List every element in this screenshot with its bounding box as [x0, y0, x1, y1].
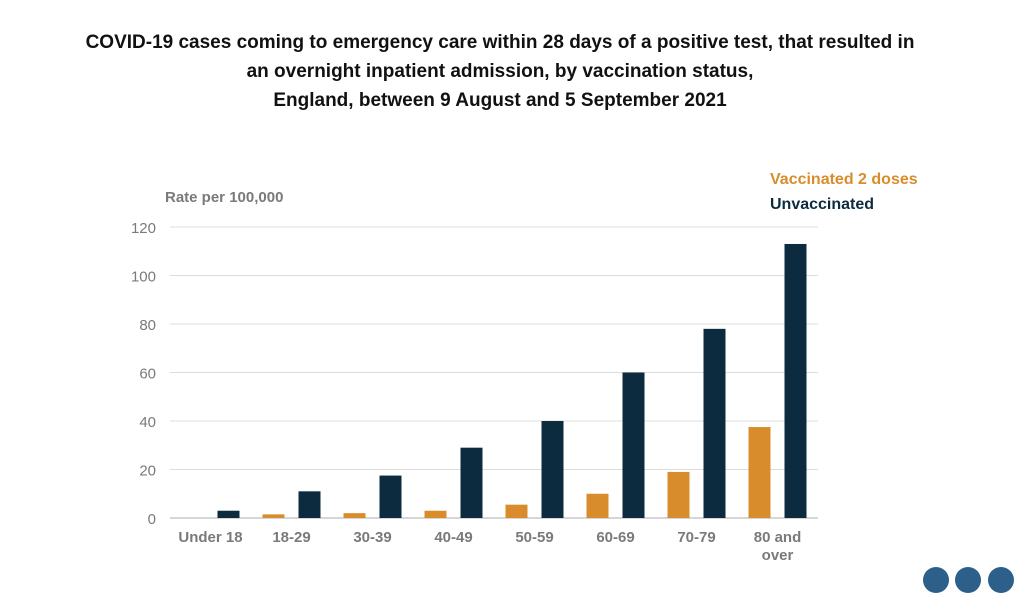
- corner-logo-icon: [923, 567, 949, 593]
- x-tick-label: 70-79: [677, 529, 715, 546]
- x-tick-label: 18-29: [272, 529, 310, 546]
- x-tick-label: 30-39: [353, 529, 391, 546]
- unvaccinated-bar: [622, 372, 645, 518]
- vaccinated-bar: [748, 427, 771, 518]
- vaccinated-bar: [424, 510, 447, 518]
- corner-logo-icon: [955, 567, 981, 593]
- y-tick-label: 40: [139, 414, 156, 431]
- unvaccinated-bar: [379, 475, 402, 518]
- vaccinated-bar: [343, 513, 366, 518]
- y-tick-label: 60: [139, 366, 156, 383]
- y-tick-label: 0: [148, 511, 156, 528]
- chart-title-line-2: an overnight inpatient admission, by vac…: [246, 61, 754, 82]
- unvaccinated-bar: [460, 447, 483, 518]
- vaccinated-bar: [667, 471, 690, 518]
- y-axis-label: Rate per 100,000: [165, 189, 283, 206]
- chart-title: COVID-19 cases coming to emergency care …: [0, 28, 1000, 115]
- legend-unvaccinated: Unvaccinated: [770, 196, 874, 213]
- corner-logo-icon: [988, 567, 1014, 593]
- vaccinated-bar: [505, 504, 528, 518]
- bar-chart: 0 20 40 60 80 100 120 Rate per 100,000 Under 18 1…: [131, 171, 918, 564]
- y-tick-label: 120: [131, 220, 156, 237]
- x-tick-label: 60-69: [596, 529, 634, 546]
- x-tick-label: over: [762, 547, 794, 564]
- x-tick-label: 50-59: [515, 529, 553, 546]
- x-tick-label: 80 and: [754, 529, 802, 546]
- chart-title-line-1: COVID-19 cases coming to emergency care …: [85, 32, 915, 53]
- y-tick-label: 80: [139, 317, 156, 334]
- unvaccinated-bar: [541, 421, 564, 518]
- unvaccinated-bar: [298, 491, 321, 518]
- legend-vaccinated: Vaccinated 2 doses: [770, 171, 918, 188]
- x-tick-label: 40-49: [434, 529, 472, 546]
- y-tick-label: 100: [131, 269, 156, 286]
- vaccinated-bar: [586, 493, 609, 518]
- unvaccinated-bar: [217, 510, 240, 518]
- unvaccinated-bar: [703, 328, 726, 518]
- unvaccinated-bar: [784, 243, 807, 518]
- y-tick-label: 20: [139, 463, 156, 480]
- x-tick-label: Under 18: [178, 529, 242, 546]
- vaccinated-bar: [262, 514, 285, 518]
- chart-title-line-3: England, between 9 August and 5 Septembe…: [273, 90, 727, 111]
